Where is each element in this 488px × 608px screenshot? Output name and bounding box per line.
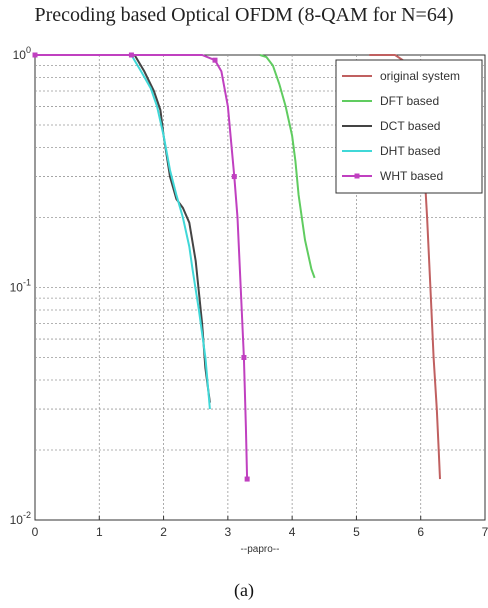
grid [35,55,485,520]
data-point [231,174,237,180]
legend-label: DFT based [380,94,439,108]
x-tick-label: 3 [225,525,232,539]
x-tick-label: 2 [160,525,167,539]
chart-title: Precoding based Optical OFDM (8-QAM for … [34,4,454,26]
x-tick-label: 4 [289,525,296,539]
legend-label: WHT based [380,169,443,183]
data-point [32,52,38,58]
series-line-wht-based [35,54,249,480]
axes: 0 1 2 3 4 5 6 7 100 10-1 10-2 --papro-- [10,45,488,555]
x-tick-label: 1 [96,525,103,539]
data-point [244,476,250,482]
x-tick-label: 6 [417,525,424,539]
figure-caption: (a) [234,580,254,600]
legend-label: original system [380,69,460,83]
series-line-dct-based [133,54,211,403]
data-point [128,52,134,58]
series-group [32,52,441,482]
data-point [241,354,247,360]
x-tick-label: 0 [32,525,39,539]
y-tick-label: 10-2 [10,510,31,527]
data-point [212,57,218,63]
legend-marker [354,173,360,179]
series-line-dht-based [130,54,211,410]
x-axis-label: --papro-- [241,544,280,555]
series-line-dft-based [259,54,316,279]
legend: original system DFT based DCT based DHT bas… [335,59,483,194]
y-tick-label: 100 [13,45,31,62]
x-tick-label: 5 [353,525,360,539]
legend-label: DCT based [380,119,440,133]
x-tick-label: 7 [482,525,488,539]
legend-label: DHT based [380,144,440,158]
y-tick-label: 10-1 [10,278,31,295]
